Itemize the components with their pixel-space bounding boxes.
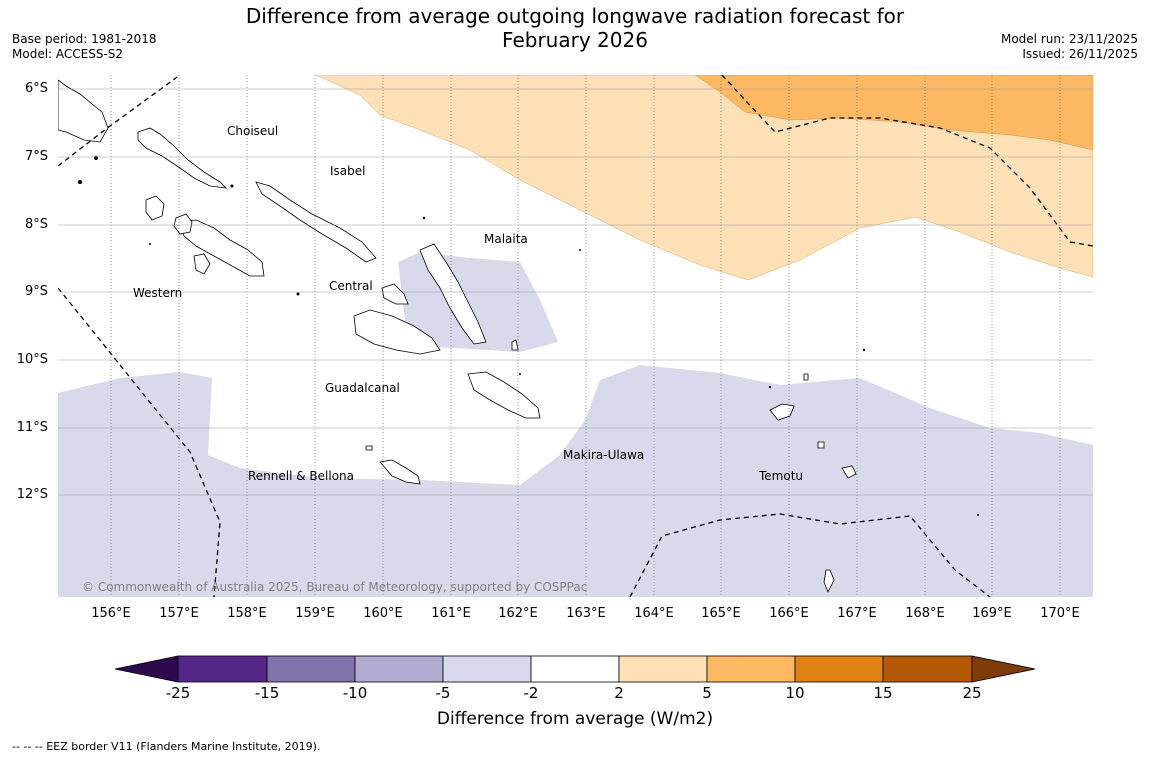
utupua-island [817, 441, 825, 449]
colorbar-tick-25: 25 [962, 684, 982, 702]
lon-label-170e: 170°E [1040, 606, 1080, 621]
region-label-makira-ulawa: Makira-Ulawa [563, 448, 645, 462]
region-label-central: Central [329, 279, 373, 293]
colorbar-bin-minus25-minus15 [177, 655, 268, 683]
model-name: Model: ACCESS-S2 [12, 47, 124, 61]
vanikoro-island [841, 465, 857, 479]
lat-label-11s: 11°S [16, 420, 48, 435]
lon-label-163e: 163°E [566, 606, 606, 621]
region-label-temotu: Temotu [759, 469, 804, 483]
vella-lavella-island [145, 195, 165, 221]
title-line-1: Difference from average outgoing longwav… [245, 4, 905, 28]
makira-island [467, 371, 541, 419]
region-label-malaita: Malaita [484, 232, 528, 246]
lat-label-7s: 7°S [24, 149, 48, 164]
colorbar-bin-10-15 [794, 655, 884, 683]
region-label-isabel: Isabel [330, 164, 366, 178]
choiseul-island [137, 127, 228, 189]
colorbar-bin-2-5 [618, 655, 708, 683]
colorbar-bin-5-10 [706, 655, 796, 683]
colorbar-bin-minus5-minus2 [442, 655, 532, 683]
colorbar-bin-minus10-minus5 [354, 655, 444, 683]
region-label-western: Western [133, 286, 183, 300]
meta-left: Base period: 1981-2018 Model: ACCESS-S2 [12, 32, 157, 62]
colorbar-tick-2: 2 [614, 684, 624, 702]
colorbar-bin-minus15-minus10 [266, 655, 356, 683]
region-label-rennell-bellona: Rennell & Bellona [248, 469, 355, 483]
rendova-island [193, 253, 211, 275]
colorbar-below-min [114, 655, 179, 683]
longitude-gridlines [110, 75, 1061, 597]
region-label-choiseul: Choiseul [227, 124, 279, 138]
lon-label-162e: 162°E [498, 606, 538, 621]
guadalcanal-island [353, 309, 441, 355]
lon-label-167e: 167°E [837, 606, 877, 621]
santa-cruz-island [769, 403, 795, 421]
lon-label-156e: 156°E [91, 606, 131, 621]
colorbar-tick-minus15: -15 [254, 684, 280, 702]
lat-label-6s: 6°S [24, 81, 48, 96]
copyright-notice: © Commonwealth of Australia 2025, Bureau… [82, 580, 588, 594]
lat-label-12s: 12°S [16, 487, 48, 502]
colorbar-tick-minus25: -25 [165, 684, 191, 702]
colorbar-tick-15: 15 [873, 684, 893, 702]
lon-label-160e: 160°E [363, 606, 403, 621]
isabel-island [255, 181, 377, 263]
bougainville-island [58, 79, 109, 143]
lon-label-159e: 159°E [295, 606, 335, 621]
region-label-guadalcanal: Guadalcanal [325, 381, 400, 395]
colorbar [114, 655, 1036, 683]
base-period: Base period: 1981-2018 [12, 32, 157, 46]
lon-label-166e: 166°E [769, 606, 809, 621]
rennell-island [379, 459, 421, 485]
colorbar-above-max [971, 655, 1036, 683]
colorbar-tick-10: 10 [785, 684, 805, 702]
lon-label-158e: 158°E [227, 606, 267, 621]
lon-label-164e: 164°E [634, 606, 674, 621]
ontong-java-atoll [511, 339, 519, 351]
kolombangara-island [173, 213, 193, 235]
new-georgia-island [179, 219, 265, 277]
colorbar-tick-minus2: -2 [523, 684, 539, 702]
colorbar-tick-minus10: -10 [342, 684, 368, 702]
malaita-island [419, 243, 487, 345]
lon-label-168e: 168°E [905, 606, 945, 621]
eez-footnote: -- -- -- EEZ border V11 (Flanders Marine… [12, 740, 321, 753]
lat-label-8s: 8°S [24, 217, 48, 232]
coastlines [58, 79, 857, 593]
issued-date: Issued: 26/11/2025 [1022, 47, 1138, 61]
lon-label-165e: 165°E [701, 606, 741, 621]
title-line-2: February 2026 [502, 28, 648, 52]
lon-label-161e: 161°E [431, 606, 471, 621]
lat-label-9s: 9°S [24, 284, 48, 299]
colorbar-bin-15-25 [882, 655, 973, 683]
latitude-gridlines [58, 88, 1093, 496]
model-run: Model run: 23/11/2025 [1000, 32, 1138, 46]
map-title: Difference from average outgoing longwav… [0, 4, 1150, 52]
duff-islands [803, 373, 809, 381]
colorbar-title: Difference from average (W/m2) [436, 709, 714, 729]
anomaly-area-minus5-to-minus2-south [58, 365, 1093, 597]
lon-label-169e: 169°E [972, 606, 1012, 621]
colorbar-tick-minus5: -5 [435, 684, 451, 702]
tikopia-island [823, 569, 835, 593]
colorbar-tick-5: 5 [702, 684, 712, 702]
ngella-island [381, 283, 409, 305]
lon-label-157e: 157°E [159, 606, 199, 621]
eez-borders [58, 75, 1093, 597]
bellona-island [365, 445, 373, 451]
lat-label-10s: 10°S [16, 352, 48, 367]
colorbar-bin-minus2-2 [530, 655, 620, 683]
meta-right: Model run: 23/11/2025 Issued: 26/11/2025 [1001, 32, 1138, 62]
